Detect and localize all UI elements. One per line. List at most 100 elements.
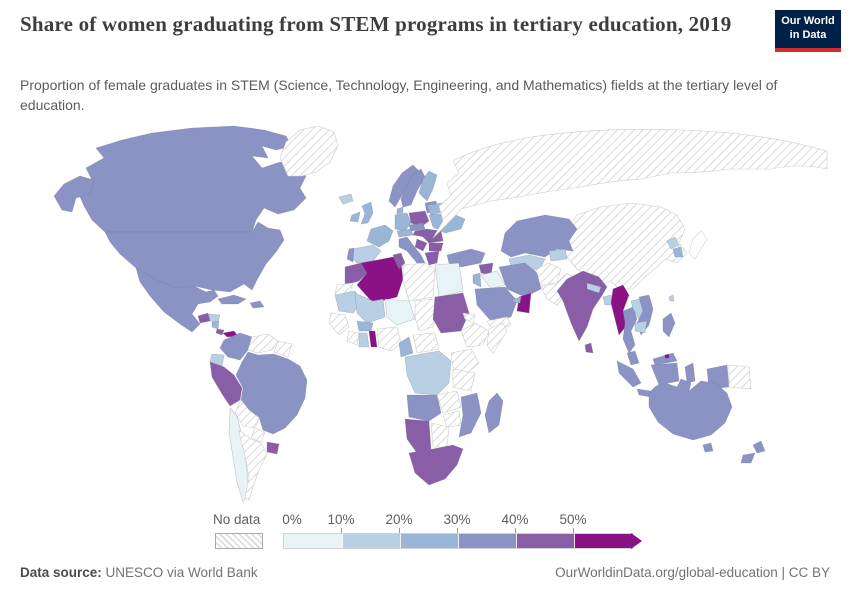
country-sri-lanka[interactable] <box>584 342 594 354</box>
country-finland[interactable] <box>418 170 438 202</box>
country-peru[interactable] <box>209 361 243 407</box>
country-ethiopia[interactable] <box>460 322 490 348</box>
country-iraq[interactable] <box>480 270 506 290</box>
country-hispaniola[interactable] <box>249 300 265 309</box>
owid-link[interactable]: OurWorldinData.org/global-education | CC… <box>555 565 830 580</box>
country-morocco[interactable] <box>344 262 370 286</box>
country-kazakhstan[interactable] <box>500 214 578 258</box>
country-china-mongolia[interactable] <box>560 202 688 290</box>
country-south-korea[interactable] <box>672 246 684 258</box>
country-brazil[interactable] <box>235 351 308 435</box>
legend-bin-30-40[interactable] <box>458 534 516 548</box>
country-mali[interactable] <box>354 292 386 324</box>
country-united-states[interactable] <box>104 221 285 293</box>
country-saudi-arabia[interactable] <box>474 286 518 322</box>
country-ivory-coast[interactable] <box>346 330 360 346</box>
country-argentina[interactable] <box>238 429 268 501</box>
country-paraguay[interactable] <box>250 427 266 443</box>
country-papua-new-guinea[interactable] <box>728 364 752 390</box>
country-jordan-israel[interactable] <box>472 272 482 288</box>
country-uganda-kenya[interactable] <box>450 348 480 376</box>
country-australia[interactable] <box>648 378 733 441</box>
country-mozambique[interactable] <box>458 392 482 438</box>
country-czech-slovakia[interactable] <box>408 222 426 232</box>
country-tunisia[interactable] <box>392 252 406 270</box>
country-algeria[interactable] <box>356 256 404 304</box>
country-colombia[interactable] <box>219 332 253 361</box>
country-canada[interactable] <box>77 125 307 233</box>
country-chad[interactable] <box>414 298 436 332</box>
legend-color-bar[interactable] <box>283 533 633 549</box>
legend-no-data-swatch[interactable] <box>215 533 263 549</box>
country-uae[interactable] <box>512 296 522 304</box>
country-cameroon[interactable] <box>398 336 414 358</box>
country-madagascar[interactable] <box>484 392 504 434</box>
country-eritrea[interactable] <box>462 312 476 324</box>
country-mexico[interactable] <box>135 267 219 333</box>
country-nicaragua[interactable] <box>211 320 220 330</box>
legend-bin-0-10[interactable] <box>284 534 342 548</box>
world-map[interactable] <box>20 116 830 508</box>
country-costa-rica[interactable] <box>215 328 225 336</box>
country-kyrgyzstan-tajikistan[interactable] <box>548 248 568 262</box>
legend-bin-20-30[interactable] <box>400 534 458 548</box>
country-dr-congo[interactable] <box>404 350 452 396</box>
country-tasmania[interactable] <box>702 442 714 453</box>
country-germany[interactable] <box>394 212 412 232</box>
country-philippines[interactable] <box>662 312 676 338</box>
country-venezuela[interactable] <box>247 333 279 354</box>
country-serbia-balkans[interactable] <box>414 238 428 252</box>
country-bulgaria[interactable] <box>428 242 444 252</box>
country-ecuador[interactable] <box>209 353 225 367</box>
country-indonesia-sumatra[interactable] <box>616 360 642 388</box>
country-turkey[interactable] <box>446 248 486 268</box>
country-cuba[interactable] <box>217 294 247 305</box>
country-denmark[interactable] <box>396 206 404 215</box>
country-alaska[interactable] <box>53 175 95 213</box>
country-japan[interactable] <box>688 230 708 260</box>
legend-bin-40-50[interactable] <box>516 534 574 548</box>
legend-bin-10-20[interactable] <box>342 534 400 548</box>
country-united-kingdom[interactable] <box>360 201 374 225</box>
country-central-african-republic[interactable] <box>412 332 440 354</box>
country-libya[interactable] <box>402 262 436 302</box>
country-guyanas[interactable] <box>273 340 293 358</box>
country-senegal-guinea[interactable] <box>328 312 350 336</box>
country-taiwan[interactable] <box>668 294 675 302</box>
country-indonesia-borneo[interactable] <box>650 362 680 386</box>
country-benin[interactable] <box>368 330 378 348</box>
country-botswana[interactable] <box>430 422 450 448</box>
country-niger[interactable] <box>384 298 416 326</box>
country-france[interactable] <box>366 224 394 248</box>
country-iceland[interactable] <box>338 193 354 205</box>
country-angola[interactable] <box>406 394 442 422</box>
country-uruguay[interactable] <box>266 441 280 455</box>
country-zambia[interactable] <box>436 390 462 414</box>
country-burkina-faso[interactable] <box>356 320 374 332</box>
legend-bin-50-plus[interactable] <box>574 534 632 548</box>
country-poland[interactable] <box>408 210 430 228</box>
country-malaysia-peninsular[interactable] <box>626 350 640 366</box>
country-nepal[interactable] <box>586 282 602 294</box>
country-iran[interactable] <box>498 262 542 298</box>
country-ireland[interactable] <box>349 211 361 223</box>
country-somalia[interactable] <box>486 322 508 354</box>
country-zimbabwe[interactable] <box>442 410 462 428</box>
country-cambodia[interactable] <box>634 320 648 334</box>
country-tanzania[interactable] <box>452 368 476 392</box>
owid-logo[interactable]: Our World in Data <box>775 10 841 52</box>
country-south-africa[interactable] <box>408 444 464 486</box>
country-ghana[interactable] <box>358 332 370 348</box>
country-namibia[interactable] <box>404 418 432 454</box>
country-north-korea[interactable] <box>666 236 680 250</box>
country-egypt[interactable] <box>434 262 464 298</box>
country-greenland[interactable] <box>279 125 339 177</box>
country-greece[interactable] <box>424 250 440 266</box>
world-map-svg[interactable] <box>20 116 830 508</box>
country-new-zealand-north[interactable] <box>752 440 766 454</box>
country-portugal[interactable] <box>346 247 355 263</box>
country-guatemala[interactable] <box>197 312 211 324</box>
country-nigeria[interactable] <box>376 326 402 352</box>
country-new-zealand-south[interactable] <box>740 452 756 464</box>
country-russia[interactable] <box>432 129 828 239</box>
